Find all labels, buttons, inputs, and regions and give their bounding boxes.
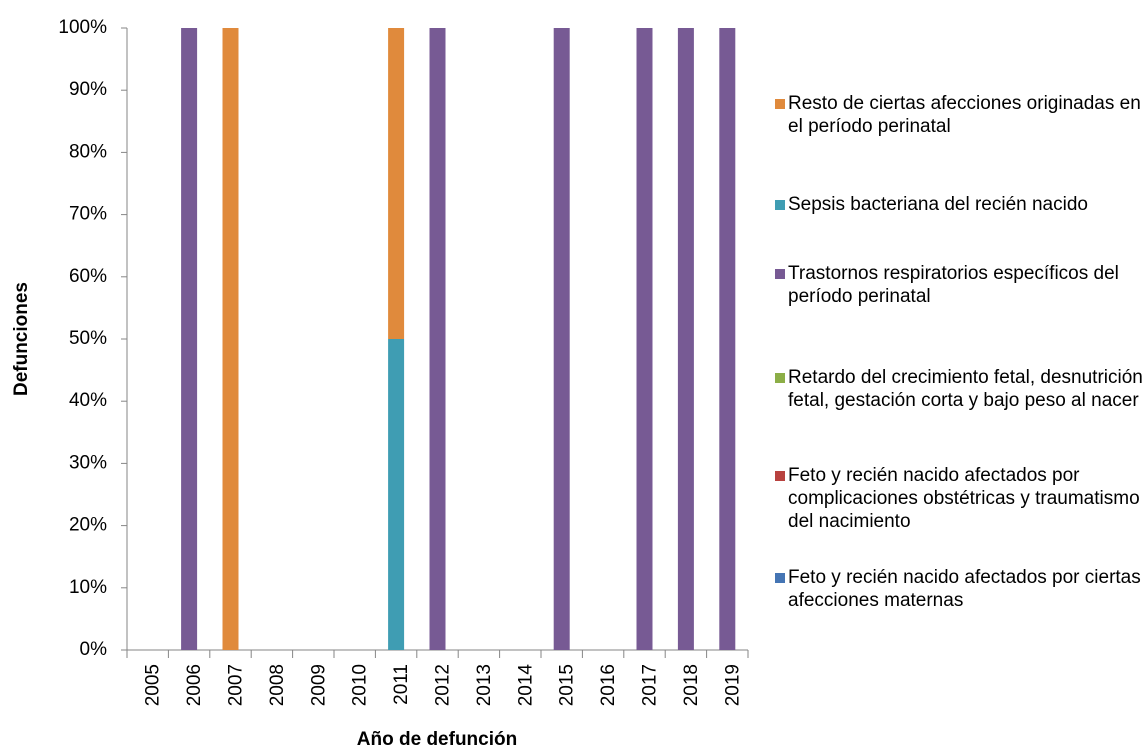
x-tick-label: 2017 (640, 664, 661, 706)
legend-label-line: Feto y recién nacido afectados por ciert… (788, 567, 1141, 588)
y-tick-label: 70% (69, 204, 107, 225)
legend-label-line: Resto de ciertas afecciones originadas e… (788, 93, 1141, 114)
x-tick-label: 2015 (557, 664, 578, 706)
legend-swatch (775, 99, 785, 109)
x-tick-label: 2014 (515, 664, 536, 707)
bar-segment (636, 28, 653, 650)
legend-label-line: período perinatal (788, 286, 931, 307)
bar-segment (181, 28, 198, 650)
legend-label-line: complicaciones obstétricas y traumatismo (788, 488, 1140, 509)
y-tick-label: 10% (69, 577, 107, 598)
legend-label-line: Feto y recién nacido afectados por (788, 465, 1080, 486)
legend-label: Feto y recién nacido afectados por ciert… (788, 567, 1141, 611)
legend-swatch (775, 269, 785, 279)
legend-label: Trastornos respiratorios específicos del… (788, 263, 1119, 307)
legend-label-line: Trastornos respiratorios específicos del (788, 263, 1119, 284)
y-tick-label: 30% (69, 452, 107, 473)
y-tick-label: 60% (69, 266, 107, 287)
legend-label: Resto de ciertas afecciones originadas e… (788, 93, 1141, 137)
bar-segment (553, 28, 570, 650)
legend-label: Sepsis bacteriana del recién nacido (788, 194, 1088, 215)
x-tick-label: 2019 (722, 664, 743, 706)
legend-label-line: fetal, gestación corta y bajo peso al na… (788, 390, 1139, 411)
legend-label-line: Retardo del crecimiento fetal, desnutric… (788, 367, 1143, 388)
y-tick-label: 80% (69, 141, 107, 162)
bar-segment (429, 28, 446, 650)
bar-segment (388, 339, 405, 650)
y-axis-title: Defunciones (11, 282, 32, 396)
bar-segment (677, 28, 694, 650)
bar-segment (222, 28, 239, 650)
x-tick-label: 2009 (308, 664, 329, 706)
bar-segment (719, 28, 736, 650)
y-tick-label: 90% (69, 79, 107, 100)
x-axis-title: Año de defunción (357, 729, 517, 750)
x-tick-label: 2016 (598, 664, 619, 706)
legend-swatch (775, 200, 785, 210)
legend-label-line: Sepsis bacteriana del recién nacido (788, 194, 1088, 215)
y-tick-label: 40% (69, 390, 107, 411)
x-tick-label: 2006 (184, 664, 205, 706)
x-tick-label: 2018 (681, 664, 702, 706)
legend-label: Feto y recién nacido afectados por compli… (788, 465, 1140, 532)
y-tick-label: 0% (80, 639, 108, 660)
legend-swatch (775, 573, 785, 583)
legend-label-line: afecciones maternas (788, 590, 963, 611)
x-tick-label: 2013 (474, 664, 495, 706)
x-tick-label: 2005 (143, 664, 164, 706)
x-tick-label: 2011 (391, 664, 412, 705)
legend-label-line: el período perinatal (788, 116, 951, 137)
x-tick-label: 2010 (350, 664, 371, 706)
legend-label: Retardo del crecimiento fetal, desnutric… (788, 367, 1143, 411)
bar-segment (388, 28, 405, 339)
x-tick-label: 2008 (267, 664, 288, 706)
y-tick-label: 20% (69, 515, 107, 536)
legend-swatch (775, 373, 785, 383)
x-tick-label: 2012 (433, 664, 454, 706)
y-tick-label: 100% (58, 17, 107, 38)
y-tick-label: 50% (69, 328, 107, 349)
x-tick-label: 2007 (226, 664, 247, 706)
legend-label-line: del nacimiento (788, 511, 911, 532)
legend-swatch (775, 471, 785, 481)
